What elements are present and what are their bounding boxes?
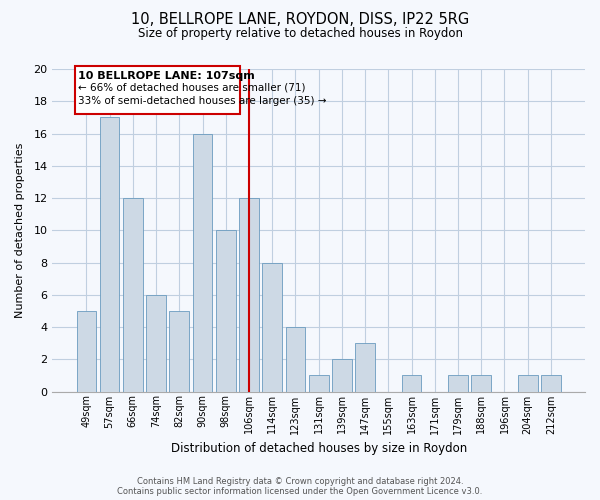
X-axis label: Distribution of detached houses by size in Roydon: Distribution of detached houses by size … [170, 442, 467, 455]
Bar [100, 118, 119, 392]
Text: ← 66% of detached houses are smaller (71): ← 66% of detached houses are smaller (71… [78, 82, 306, 92]
Y-axis label: Number of detached properties: Number of detached properties [15, 142, 25, 318]
Bar [123, 198, 143, 392]
Text: Contains HM Land Registry data © Crown copyright and database right 2024.: Contains HM Land Registry data © Crown c… [137, 477, 463, 486]
Text: Size of property relative to detached houses in Roydon: Size of property relative to detached ho… [137, 28, 463, 40]
Bar [355, 343, 375, 392]
Bar [472, 376, 491, 392]
Bar [332, 360, 352, 392]
Bar [448, 376, 468, 392]
Bar [518, 376, 538, 392]
Bar [169, 311, 189, 392]
Text: 10 BELLROPE LANE: 107sqm: 10 BELLROPE LANE: 107sqm [78, 70, 255, 81]
Bar [262, 262, 282, 392]
Bar [541, 376, 561, 392]
Text: 10, BELLROPE LANE, ROYDON, DISS, IP22 5RG: 10, BELLROPE LANE, ROYDON, DISS, IP22 5R… [131, 12, 469, 28]
Bar [193, 134, 212, 392]
Bar [216, 230, 236, 392]
Bar [286, 327, 305, 392]
Text: Contains public sector information licensed under the Open Government Licence v3: Contains public sector information licen… [118, 487, 482, 496]
Bar [77, 311, 96, 392]
Bar [239, 198, 259, 392]
Bar [309, 376, 329, 392]
FancyBboxPatch shape [75, 66, 239, 114]
Bar [401, 376, 421, 392]
Bar [146, 295, 166, 392]
Text: 33% of semi-detached houses are larger (35) →: 33% of semi-detached houses are larger (… [78, 96, 327, 106]
